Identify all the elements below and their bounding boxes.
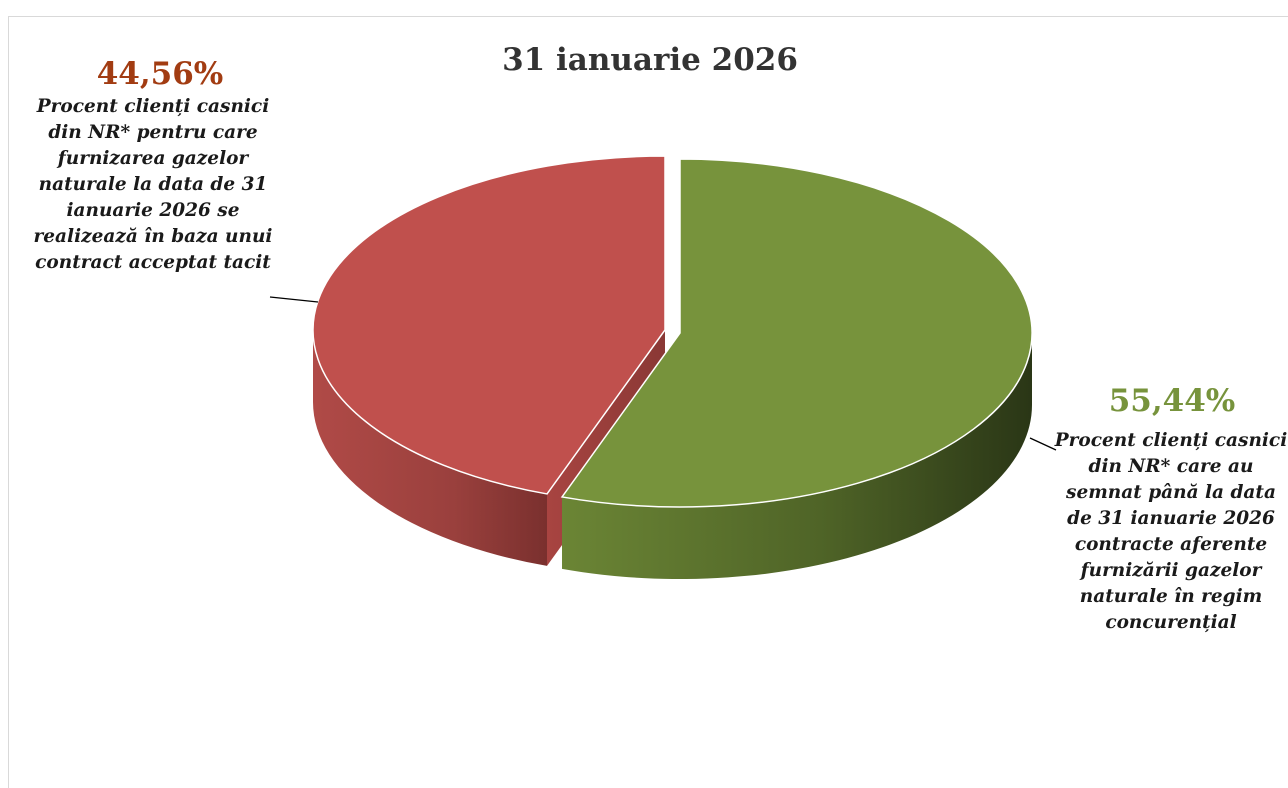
pie-slice-concurential [560, 158, 1033, 508]
slice-value-label-concurential: 55,44% [1108, 383, 1236, 419]
slice-value-label-tacit: 44,56% [96, 56, 224, 92]
leader-line-green [1029, 437, 1057, 451]
chart-title: 31 ianuarie 2026 [502, 42, 798, 78]
pie-slice-side-tacit [313, 330, 548, 566]
leader-line-red [269, 296, 319, 303]
slice-label-concurential: Procent clienți casnici din NR* care au … [1054, 430, 1288, 633]
pie-slice-tacit [312, 155, 666, 495]
pie-slice-side-concurential [562, 333, 1032, 579]
slice-label-tacit: Procent clienți casnici din NR* pentru c… [33, 96, 273, 273]
